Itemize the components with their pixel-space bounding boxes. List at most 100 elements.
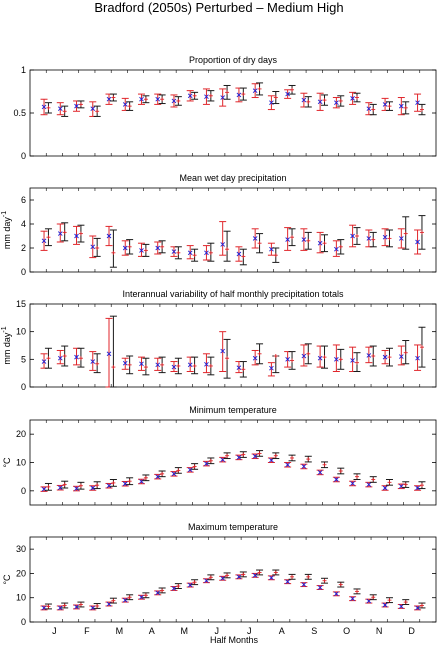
mean-marker-model xyxy=(371,477,376,482)
errorbar-model xyxy=(385,597,393,604)
mean-marker-observed xyxy=(41,104,47,110)
errorbar-model xyxy=(77,100,85,109)
mean-marker-observed xyxy=(236,92,242,98)
mean-marker-model xyxy=(208,575,213,580)
mean-marker-model xyxy=(387,104,392,109)
mean-marker-model xyxy=(208,250,213,255)
errorbar-model xyxy=(385,229,393,248)
errorbar-model xyxy=(337,348,345,370)
errorbar-observed xyxy=(170,361,178,373)
errorbar-observed xyxy=(300,92,308,108)
mean-marker-observed xyxy=(252,88,258,93)
mean-marker-model xyxy=(419,230,424,235)
errorbar-observed xyxy=(89,351,97,371)
mean-marker-model xyxy=(371,107,376,112)
series-model xyxy=(44,450,426,491)
errorbar-observed xyxy=(137,356,145,371)
mean-marker-model xyxy=(192,464,197,469)
errorbar-observed xyxy=(397,228,405,249)
mean-marker-observed xyxy=(317,470,323,475)
errorbar-model xyxy=(337,581,345,588)
errorbar-observed xyxy=(56,102,64,116)
mean-marker-model xyxy=(273,570,278,575)
mean-marker-model xyxy=(225,356,230,361)
errorbar-model xyxy=(288,573,296,580)
mean-marker-observed xyxy=(285,579,290,585)
errorbar-model xyxy=(109,93,117,102)
mean-marker-observed xyxy=(382,234,388,240)
errorbar-model xyxy=(191,91,199,100)
mean-marker-model xyxy=(46,105,51,110)
errorbar-model xyxy=(126,239,134,255)
errorbar-model xyxy=(109,479,117,487)
errorbar-model xyxy=(223,572,231,579)
axes-frame xyxy=(29,303,437,388)
mean-marker-model xyxy=(46,356,51,361)
errorbar-observed xyxy=(397,345,405,366)
axes-frame xyxy=(29,69,437,157)
errorbar-observed xyxy=(332,344,340,373)
errorbar-observed xyxy=(137,93,145,105)
mean-marker-model xyxy=(290,455,295,460)
mean-marker-model xyxy=(95,361,100,366)
mean-marker-observed xyxy=(57,106,63,112)
mean-marker-model xyxy=(322,98,327,103)
mean-marker-model xyxy=(192,93,197,98)
errorbar-model xyxy=(207,242,215,262)
errorbar-model xyxy=(93,237,101,257)
mean-marker-observed xyxy=(334,246,339,252)
errorbar-observed xyxy=(267,457,275,463)
mean-marker-observed xyxy=(317,99,323,105)
mean-marker-observed xyxy=(366,236,372,241)
errorbar-observed xyxy=(137,242,145,257)
mean-marker-observed xyxy=(74,354,79,360)
mean-marker-observed xyxy=(334,357,339,362)
errorbar-observed xyxy=(332,476,340,483)
errorbar-model xyxy=(353,92,361,103)
mean-marker-observed xyxy=(155,590,161,596)
series-model xyxy=(44,82,426,117)
errorbar-model xyxy=(304,573,312,580)
errorbar-model xyxy=(44,347,52,369)
mean-marker-observed xyxy=(187,582,193,588)
errorbar-observed xyxy=(56,223,64,243)
errorbar-model xyxy=(239,87,247,101)
errorbar-model xyxy=(272,452,280,460)
errorbar-observed xyxy=(267,242,275,256)
errorbar-model xyxy=(272,247,280,263)
mean-marker-model xyxy=(419,345,424,350)
mean-marker-observed xyxy=(334,477,339,482)
mean-marker-model xyxy=(160,244,165,249)
mean-marker-model xyxy=(78,231,83,236)
errorbar-observed xyxy=(414,344,422,371)
errorbar-model xyxy=(272,569,280,576)
errorbar-model xyxy=(223,84,231,100)
mean-marker-model xyxy=(95,246,100,250)
errorbar-observed xyxy=(381,349,389,365)
mean-marker-model xyxy=(143,248,148,253)
y-axis-label: °C xyxy=(2,574,12,585)
errorbar-model xyxy=(321,94,329,106)
mean-marker-model xyxy=(387,236,392,241)
panel-3: Interannual variability of half monthly … xyxy=(1,289,437,392)
errorbar-model xyxy=(256,343,264,365)
mean-marker-model xyxy=(403,105,408,110)
mean-marker-model xyxy=(192,253,197,258)
mean-marker-observed xyxy=(236,455,242,460)
errorbar-observed xyxy=(349,480,357,487)
errorbar-observed xyxy=(40,486,48,492)
mean-marker-observed xyxy=(334,100,339,105)
panel-2: Mean wet day precipitation 0 2 4 6 mm day-1 xyxy=(1,173,437,277)
x-axis-label: Half Months xyxy=(209,635,259,645)
mean-marker-model xyxy=(306,238,311,243)
mean-marker-model xyxy=(387,480,392,485)
errorbar-model xyxy=(385,101,393,111)
mean-marker-observed xyxy=(382,102,388,107)
errorbar-model xyxy=(61,105,69,117)
errorbar-observed xyxy=(89,485,97,491)
errorbar-model xyxy=(239,361,247,378)
month-label: O xyxy=(343,626,350,636)
mean-marker-model xyxy=(419,483,424,488)
mean-marker-observed xyxy=(285,91,290,97)
mean-marker-model xyxy=(241,572,246,577)
